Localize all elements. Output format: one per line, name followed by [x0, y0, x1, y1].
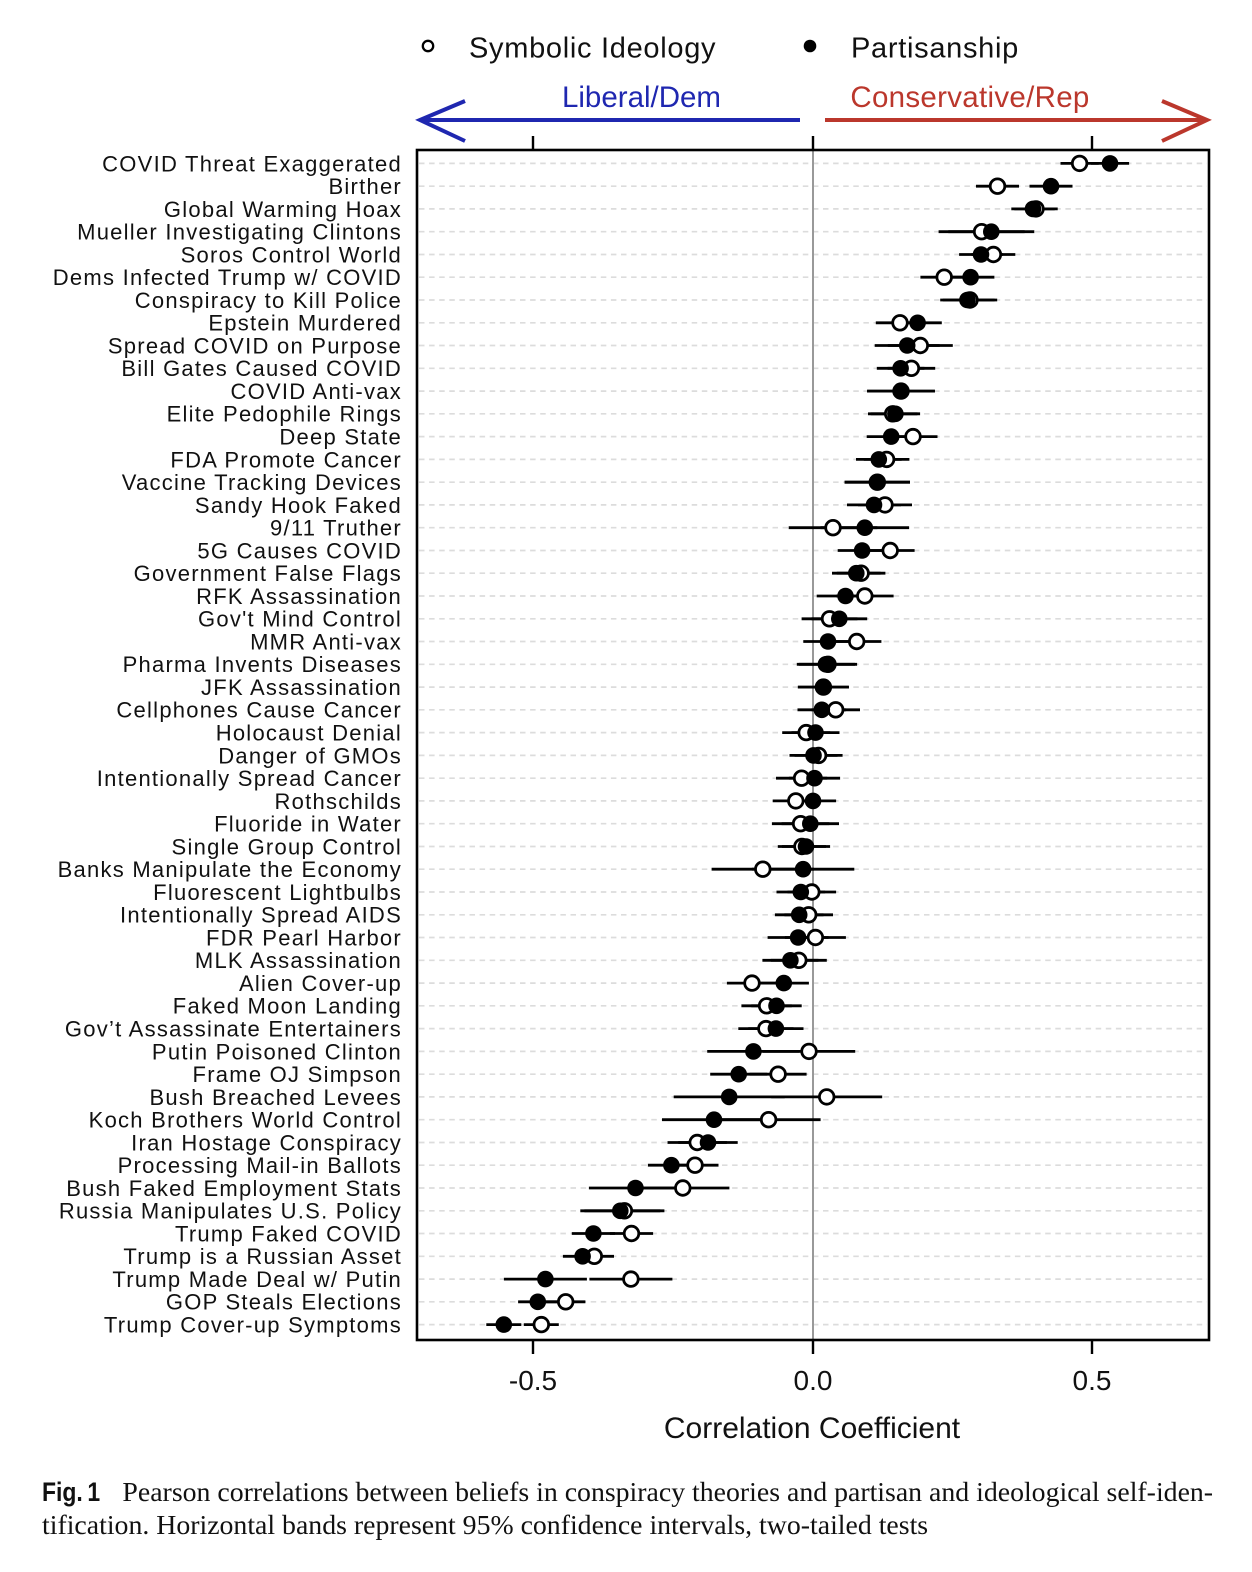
- svg-text:Intentionally Spread Cancer: Intentionally Spread Cancer: [97, 766, 402, 791]
- svg-text:Soros Control World: Soros Control World: [181, 242, 402, 267]
- svg-text:0.5: 0.5: [1073, 1365, 1112, 1396]
- svg-text:Elite Pedophile Rings: Elite Pedophile Rings: [167, 402, 402, 427]
- svg-text:COVID Threat Exaggerated: COVID Threat Exaggerated: [102, 151, 402, 176]
- svg-text:Trump Faked COVID: Trump Faked COVID: [175, 1221, 402, 1246]
- svg-text:Mueller Investigating Clintons: Mueller Investigating Clintons: [77, 220, 402, 245]
- svg-text:Alien Cover-up: Alien Cover-up: [239, 971, 402, 996]
- svg-text:JFK Assassination: JFK Assassination: [201, 675, 402, 700]
- svg-text:Bush Breached Levees: Bush Breached Levees: [150, 1085, 403, 1110]
- svg-text:Liberal/Dem: Liberal/Dem: [562, 81, 721, 114]
- svg-text:Bush Faked Employment Stats: Bush Faked Employment Stats: [66, 1176, 402, 1201]
- svg-text:Epstein Murdered: Epstein Murdered: [208, 311, 402, 336]
- svg-text:Iran Hostage Conspiracy: Iran Hostage Conspiracy: [131, 1130, 402, 1155]
- svg-text:Intentionally Spread AIDS: Intentionally Spread AIDS: [120, 903, 402, 928]
- svg-text:0.0: 0.0: [794, 1365, 833, 1396]
- svg-text:Partisanship: Partisanship: [851, 33, 1019, 65]
- svg-text:Fluoride in Water: Fluoride in Water: [214, 812, 402, 837]
- svg-text:Frame OJ Simpson: Frame OJ Simpson: [193, 1062, 403, 1087]
- svg-text:Gov't Mind Control: Gov't Mind Control: [198, 607, 402, 632]
- svg-text:Sandy Hook Faked: Sandy Hook Faked: [195, 493, 402, 518]
- svg-text:Processing Mail-in Ballots: Processing Mail-in Ballots: [118, 1153, 402, 1178]
- svg-text:Russia Manipulates U.S. Policy: Russia Manipulates U.S. Policy: [59, 1199, 402, 1224]
- svg-text:Bill Gates Caused COVID: Bill Gates Caused COVID: [121, 356, 402, 381]
- svg-text:Dems Infected Trump w/ COVID: Dems Infected Trump w/ COVID: [53, 265, 402, 290]
- svg-text:GOP Steals Elections: GOP Steals Elections: [166, 1290, 402, 1315]
- svg-text:-0.5: -0.5: [509, 1365, 557, 1396]
- svg-text:Correlation Coefficient: Correlation Coefficient: [664, 1412, 961, 1445]
- svg-text:9/11 Truther: 9/11 Truther: [270, 516, 402, 541]
- svg-text:MLK Assassination: MLK Assassination: [195, 948, 402, 973]
- svg-text:Cellphones Cause Cancer: Cellphones Cause Cancer: [116, 698, 402, 723]
- svg-text:Putin Poisoned Clinton: Putin Poisoned Clinton: [152, 1039, 402, 1064]
- svg-text:Trump Cover-up Symptoms: Trump Cover-up Symptoms: [104, 1313, 402, 1338]
- svg-text:RFK Assassination: RFK Assassination: [196, 584, 402, 609]
- svg-text:Birther: Birther: [328, 174, 402, 199]
- svg-text:Vaccine Tracking Devices: Vaccine Tracking Devices: [122, 470, 402, 495]
- svg-text:Koch Brothers World Control: Koch Brothers World Control: [89, 1108, 402, 1133]
- svg-text:Government False Flags: Government False Flags: [134, 561, 402, 586]
- svg-text:Conspiracy to Kill Police: Conspiracy to Kill Police: [135, 288, 402, 313]
- svg-text:Deep State: Deep State: [279, 425, 402, 450]
- svg-text:MMR Anti-vax: MMR Anti-vax: [250, 629, 402, 654]
- svg-text:FDR Pearl Harbor: FDR Pearl Harbor: [206, 925, 402, 950]
- svg-text:Rothschilds: Rothschilds: [275, 789, 402, 814]
- svg-text:Single Group Control: Single Group Control: [172, 834, 402, 859]
- svg-text:Global Warming Hoax: Global Warming Hoax: [164, 197, 402, 222]
- svg-text:Holocaust Denial: Holocaust Denial: [216, 721, 402, 746]
- svg-text:Faked Moon Landing: Faked Moon Landing: [173, 994, 402, 1019]
- svg-text:5G Causes COVID: 5G Causes COVID: [197, 538, 402, 563]
- svg-text:COVID Anti-vax: COVID Anti-vax: [230, 379, 402, 404]
- svg-text:Banks Manipulate the Economy: Banks Manipulate the Economy: [58, 857, 402, 882]
- svg-text:Trump is a Russian Asset: Trump is a Russian Asset: [123, 1244, 402, 1269]
- svg-text:Trump Made Deal w/ Putin: Trump Made Deal w/ Putin: [112, 1267, 402, 1292]
- svg-text:Gov’t Assassinate Entertainers: Gov’t Assassinate Entertainers: [65, 1017, 402, 1042]
- svg-text:Symbolic Ideology: Symbolic Ideology: [469, 33, 716, 65]
- svg-text:Spread COVID on Purpose: Spread COVID on Purpose: [108, 333, 402, 358]
- svg-text:FDA Promote Cancer: FDA Promote Cancer: [170, 447, 402, 472]
- svg-text:Danger of GMOs: Danger of GMOs: [218, 743, 402, 768]
- svg-text:Pharma Invents Diseases: Pharma Invents Diseases: [123, 652, 402, 677]
- svg-text:Fluorescent Lightbulbs: Fluorescent Lightbulbs: [153, 880, 402, 905]
- svg-text:Conservative/Rep: Conservative/Rep: [850, 81, 1089, 114]
